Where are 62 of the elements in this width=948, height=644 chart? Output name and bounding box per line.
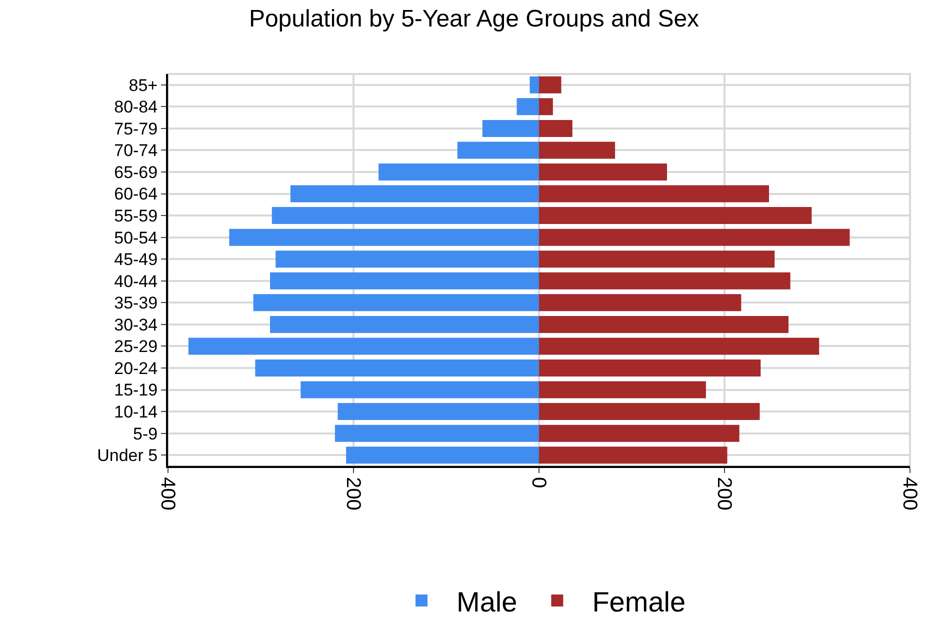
bar bbox=[290, 185, 539, 202]
x-tick-label: 400 bbox=[898, 477, 920, 510]
y-tick-label: 5-9 bbox=[133, 424, 158, 444]
bar bbox=[346, 446, 539, 464]
bar bbox=[334, 424, 539, 442]
y-tick-label: 30-34 bbox=[114, 315, 158, 334]
bar bbox=[539, 164, 667, 180]
y-tick-label: 75-79 bbox=[114, 119, 158, 138]
bar bbox=[539, 142, 616, 159]
bar bbox=[270, 316, 539, 333]
bar bbox=[539, 228, 850, 246]
chart-title: Population by 5-Year Age Groups and Sex bbox=[248, 5, 700, 32]
bar bbox=[253, 294, 539, 312]
bar bbox=[255, 360, 539, 376]
y-tick-label: 20-24 bbox=[114, 358, 158, 378]
bar bbox=[539, 250, 775, 268]
bar bbox=[539, 207, 812, 224]
bar bbox=[272, 207, 539, 224]
bar bbox=[539, 294, 742, 312]
bar bbox=[539, 446, 728, 464]
y-tick-label: 65-69 bbox=[114, 162, 158, 182]
bar bbox=[539, 185, 770, 202]
x-tick-label: 0 bbox=[528, 477, 550, 488]
y-tick-label: 15-19 bbox=[114, 380, 158, 400]
y-tick-label: 50-54 bbox=[114, 228, 158, 248]
bar bbox=[338, 403, 539, 420]
bar bbox=[539, 381, 706, 398]
y-tick-label: 45-49 bbox=[114, 250, 158, 270]
y-tick-label: 70-74 bbox=[114, 141, 158, 160]
y-tick-label: 10-14 bbox=[114, 402, 158, 422]
bar bbox=[516, 98, 539, 116]
y-tick-label: 35-39 bbox=[114, 294, 158, 313]
y-tick-label: 55-59 bbox=[114, 206, 158, 226]
bar bbox=[539, 272, 790, 290]
legend-label: Female bbox=[592, 586, 686, 618]
bar bbox=[539, 316, 788, 333]
bar bbox=[188, 338, 539, 355]
y-tick-label: 40-44 bbox=[114, 272, 158, 291]
y-tick-label: 25-29 bbox=[114, 337, 158, 356]
bar bbox=[300, 381, 539, 398]
y-tick-label: 60-64 bbox=[114, 184, 158, 204]
x-tick-label: 200 bbox=[713, 477, 735, 510]
bar bbox=[539, 360, 761, 376]
bar bbox=[378, 164, 539, 180]
legend-label: Male bbox=[456, 586, 518, 618]
bar bbox=[457, 142, 539, 159]
bar bbox=[276, 250, 539, 268]
bar bbox=[539, 98, 553, 116]
y-tick-label: 85+ bbox=[128, 76, 158, 95]
y-tick-label: 80-84 bbox=[114, 98, 158, 117]
bar bbox=[539, 424, 740, 442]
bar bbox=[539, 403, 760, 420]
y-tick-label: Under 5 bbox=[97, 446, 158, 466]
bar bbox=[482, 120, 539, 137]
bar bbox=[270, 272, 539, 290]
bar bbox=[539, 120, 572, 137]
x-tick-label: 400 bbox=[156, 477, 178, 510]
bar bbox=[229, 228, 539, 246]
bar bbox=[539, 76, 562, 94]
x-tick-label: 200 bbox=[342, 477, 364, 510]
bar bbox=[539, 338, 820, 355]
bar bbox=[530, 76, 539, 94]
